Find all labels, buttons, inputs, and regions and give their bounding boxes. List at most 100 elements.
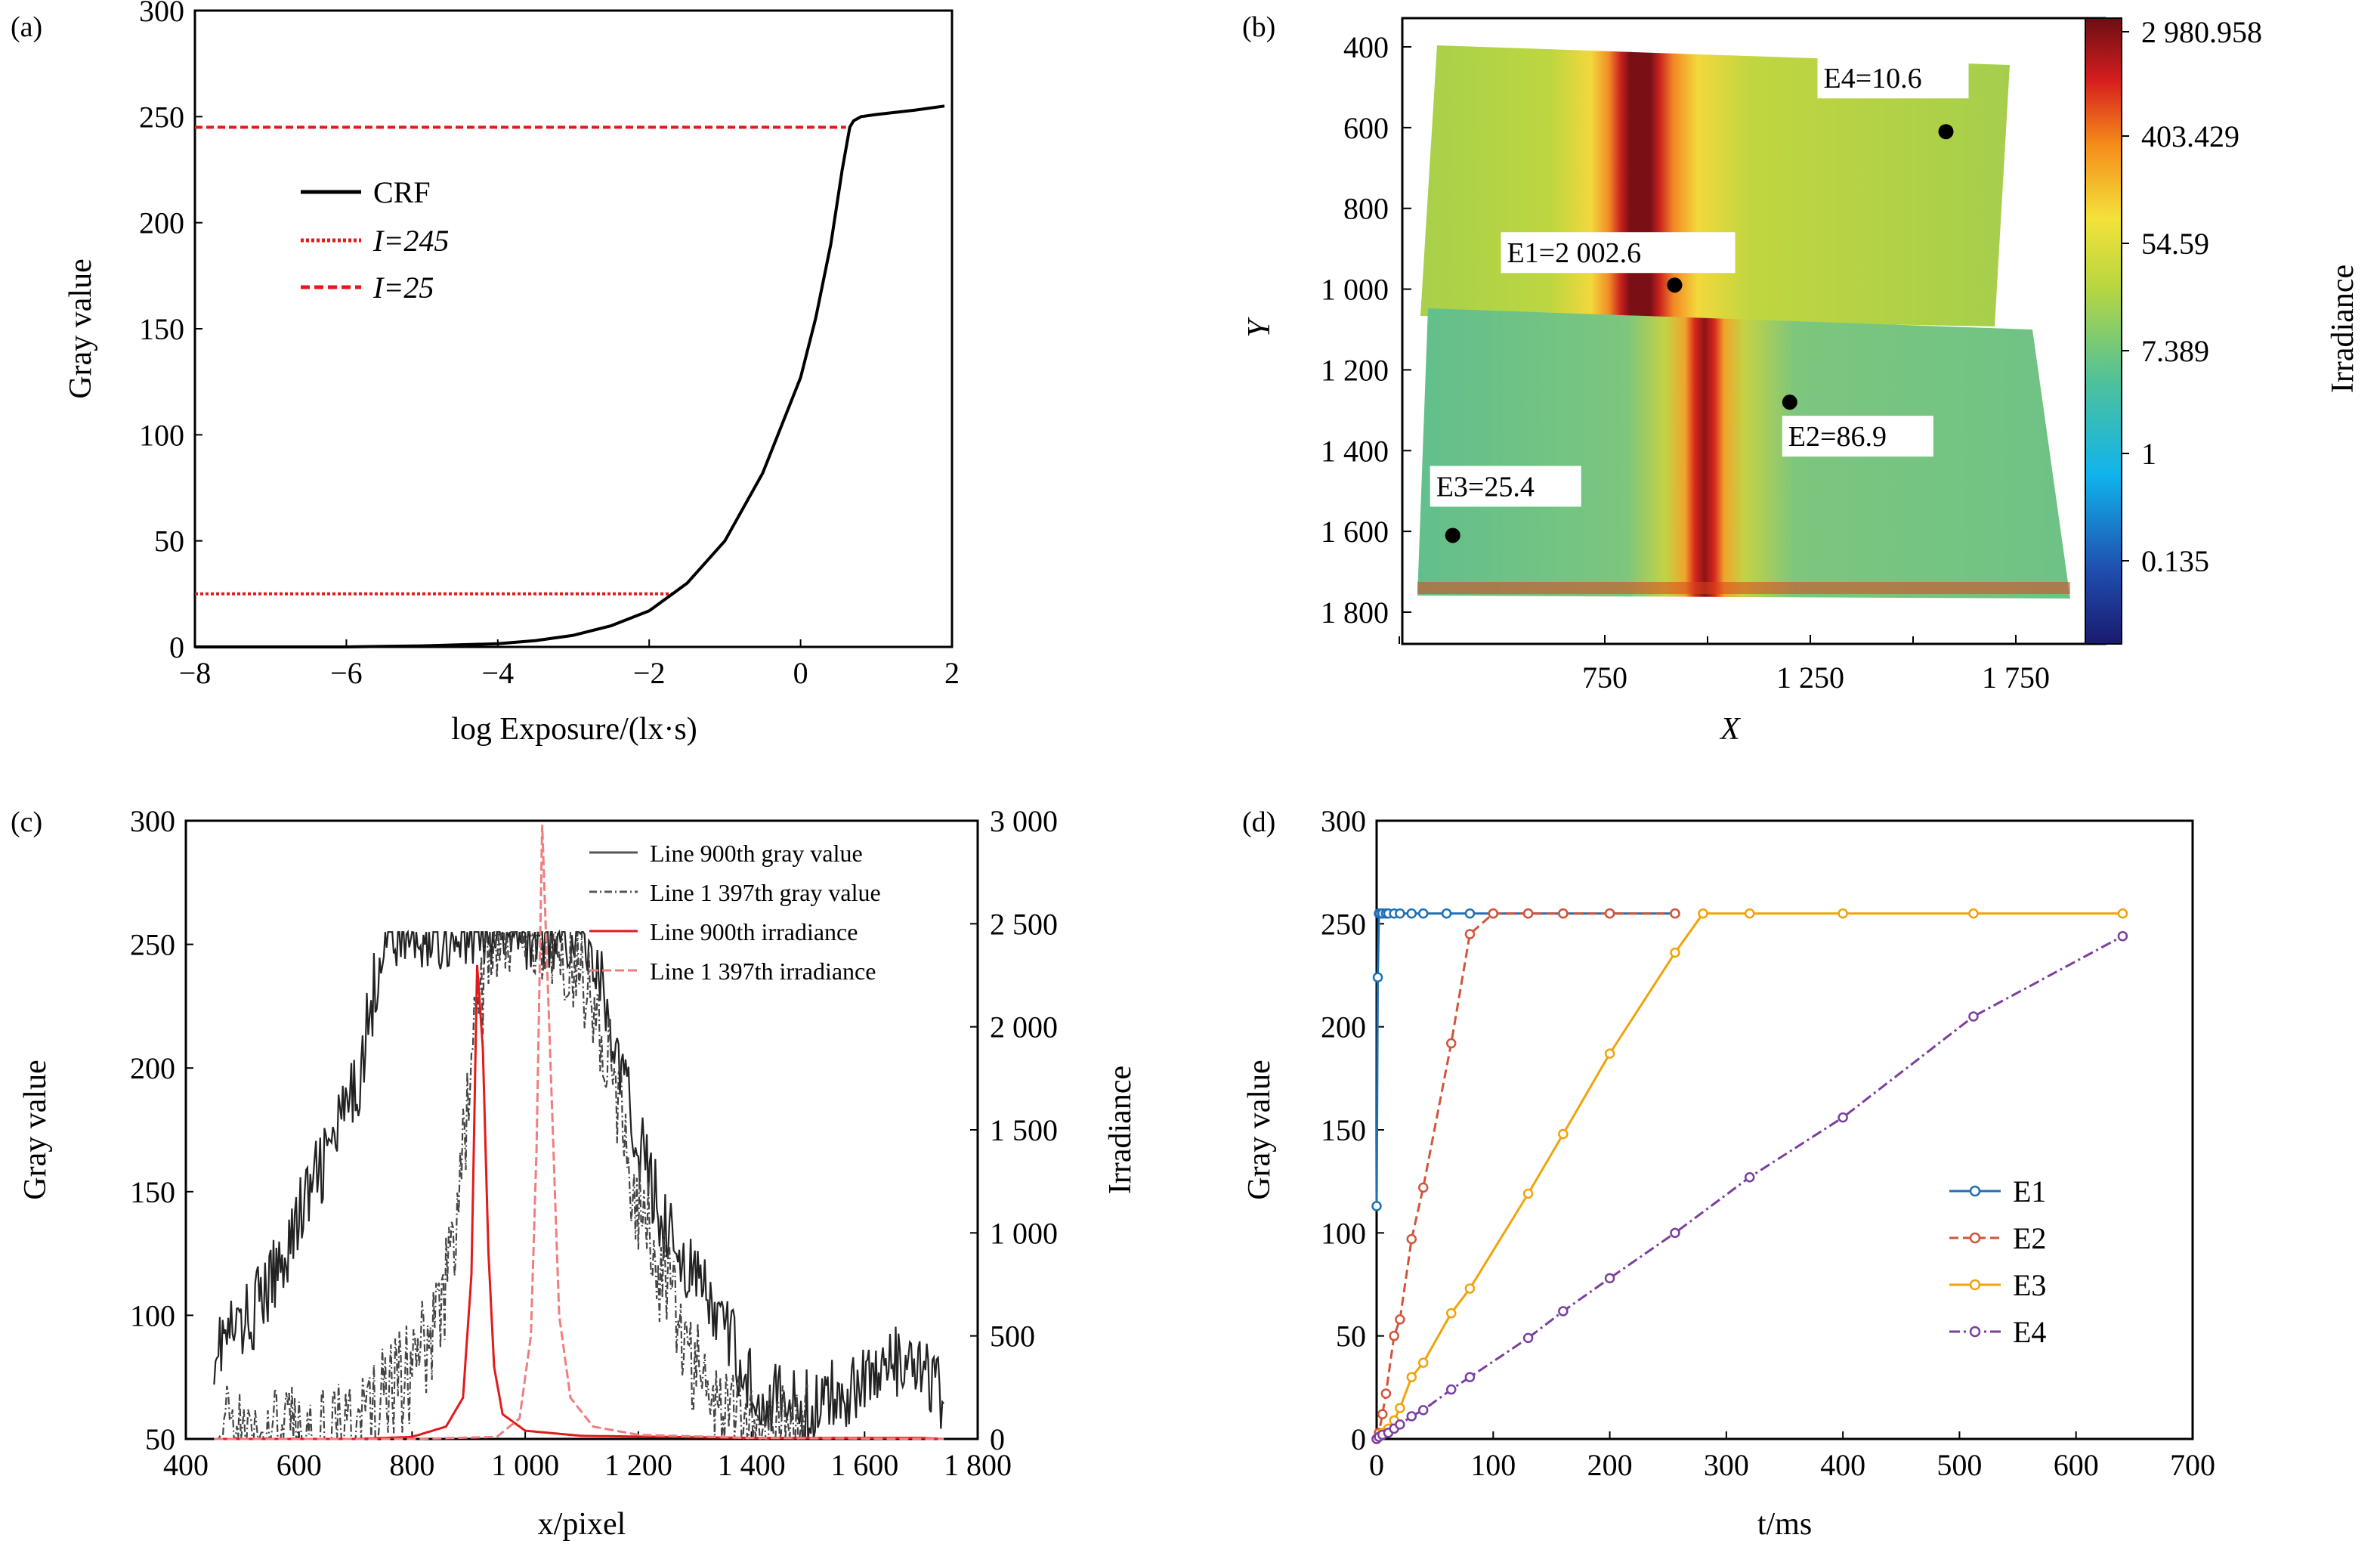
series-e4-point xyxy=(1395,1419,1405,1430)
series-e4-point xyxy=(1604,1273,1615,1284)
series-e3-point xyxy=(1522,1188,1534,1199)
panel-d-plot-area: 0 100 200 300 400 500 600 700 0 50 100 150 200 250 300 xyxy=(1321,804,2215,1482)
series-e2-point xyxy=(1558,908,1569,919)
series-e2-point xyxy=(1380,1388,1392,1399)
series-e4-point xyxy=(1670,1227,1680,1239)
legend-i245-label: I=245 xyxy=(372,224,449,258)
panel-b-ytick-label: 1 200 xyxy=(1321,353,1389,387)
colorbar-label: Irradiance xyxy=(2326,265,2360,393)
panel-d-ytick-label: 250 xyxy=(1321,907,1366,941)
legend-900-gray-label: Line 900th gray value xyxy=(650,840,863,867)
point-label: E1=2 002.6 xyxy=(1507,237,1641,269)
panel-d-xtick-label: 500 xyxy=(1936,1448,1982,1482)
panel-a-xtick-label: 2 xyxy=(944,656,960,690)
series-e2-point xyxy=(1389,1330,1399,1341)
point-label: E2=86.9 xyxy=(1788,421,1887,453)
panel-d-label: (d) xyxy=(1242,806,1275,838)
colorbar xyxy=(2085,17,2122,645)
series-e1-point xyxy=(1417,908,1429,919)
panel-d: (d) 0 100 200 300 400 500 600 700 0 50 100 150 200 25… xyxy=(1242,804,2215,1542)
series-e3-point xyxy=(1445,1307,1457,1319)
series-e4-point xyxy=(1968,1011,1979,1022)
panel-d-xtick-label: 200 xyxy=(1587,1448,1633,1482)
series-e1-point xyxy=(1441,908,1452,919)
panel-d-xtick-label: 300 xyxy=(1704,1448,1749,1482)
panel-d-ytick-label: 300 xyxy=(1321,804,1366,838)
panel-c-xtick-label: 600 xyxy=(277,1448,322,1482)
legend-e2-label: E2 xyxy=(2013,1221,2046,1255)
panel-c-y-axis-label: Gray value xyxy=(18,1060,53,1199)
measurement-point xyxy=(1782,395,1797,410)
colorbar-tick-label: 2 980.958 xyxy=(2141,15,2262,49)
panel-a: (a) −8 −6 −4 −2 0 2 0 50 100 150 200 250 300 log Exp… xyxy=(11,0,960,747)
series-e3-point xyxy=(1698,908,1708,919)
point-label-box xyxy=(1817,57,1969,99)
legend-1397-irr-label: Line 1 397th irradiance xyxy=(650,958,876,985)
legend-e4-marker xyxy=(1969,1326,1981,1338)
panel-b-plot-area: 750 1 250 1 750 400 600 800 1 000 1 200 1 400 1 6… xyxy=(1321,30,2119,695)
panel-c-axes-frame xyxy=(184,819,979,1440)
colorbar-tick-label: 403.429 xyxy=(2141,119,2239,153)
panel-d-xtick-label: 700 xyxy=(2170,1448,2215,1482)
panel-c-y2-axis-label: Irradiance xyxy=(1103,1066,1138,1194)
panel-c-ytick-label: 150 xyxy=(130,1175,175,1209)
panel-c-ytick-label: 50 xyxy=(145,1422,175,1456)
panel-c-ytick-label: 300 xyxy=(130,804,175,838)
series-e2-point xyxy=(1522,908,1534,919)
panel-c-right-ytick-label: 0 xyxy=(990,1422,1005,1456)
panel-d-xtick-label: 600 xyxy=(2054,1448,2099,1482)
panel-d-legend: E1 E2 E3 E4 xyxy=(1949,1174,2046,1349)
legend-e3-label: E3 xyxy=(2013,1268,2046,1302)
panel-b-x-axis-label: X xyxy=(1719,712,1742,747)
legend-900-irr-label: Line 900th irradiance xyxy=(650,918,858,945)
legend-e1-label: E1 xyxy=(2013,1174,2046,1208)
panel-c-ytick-label: 250 xyxy=(130,928,175,962)
colorbar-tick-label: 0.135 xyxy=(2141,544,2209,578)
colorbar-tick-label: 54.59 xyxy=(2141,227,2209,261)
series-e2-point xyxy=(1670,908,1680,919)
series-e3-point xyxy=(1395,1403,1405,1413)
panel-b-ytick-label: 1 600 xyxy=(1321,515,1389,549)
series-e3-point xyxy=(1417,1357,1429,1368)
series-e3-point xyxy=(1406,1372,1417,1382)
lower-plate-irradiance-map xyxy=(1417,308,2070,599)
series-e3-point xyxy=(1744,908,1755,919)
panel-a-ytick-label: 50 xyxy=(154,524,184,559)
series-line-1 xyxy=(213,930,944,1440)
panel-a-xtick-label: −6 xyxy=(330,656,363,690)
panel-c-label: (c) xyxy=(11,806,42,838)
panel-a-plot-area: −8 −6 −4 −2 0 2 0 50 100 150 200 250 300 xyxy=(139,0,960,690)
panel-a-ytick-label: 0 xyxy=(169,630,184,664)
panel-d-ytick-label: 150 xyxy=(1321,1113,1366,1147)
legend-crf-label: CRF xyxy=(373,175,431,209)
series-e3-point xyxy=(1604,1048,1615,1059)
panel-c-ytick-label: 200 xyxy=(130,1051,175,1085)
series-e2-point xyxy=(1445,1038,1457,1049)
panel-d-x-axis-label: t/ms xyxy=(1757,1507,1812,1542)
panel-a-ytick-label: 150 xyxy=(139,312,184,346)
panel-a-xtick-label: 0 xyxy=(793,656,808,690)
panel-a-xtick-label: −4 xyxy=(482,656,515,690)
panel-d-ytick-label: 0 xyxy=(1351,1422,1366,1456)
series-line-4 xyxy=(214,825,944,1440)
series-e3-point xyxy=(1670,947,1680,958)
panel-b-xtick-label: 1 750 xyxy=(1982,661,2050,695)
panel-a-ytick-label: 200 xyxy=(139,206,184,240)
panel-c-xtick-label: 1 600 xyxy=(830,1448,898,1482)
crf-curve xyxy=(195,104,945,648)
point-label-box xyxy=(1782,416,1933,457)
point-label: E3=25.4 xyxy=(1436,471,1535,503)
legend-1397-gray-label: Line 1 397th gray value xyxy=(650,879,881,906)
series-line-3 xyxy=(214,964,944,1440)
series-e2-point xyxy=(1377,1409,1388,1420)
panel-b: (b) 750 1 250 1 750 400 600 800 1 000 1 200 1 40… xyxy=(1242,11,2360,747)
legend-e2-marker xyxy=(1969,1232,1981,1244)
series-e2-point xyxy=(1406,1233,1417,1245)
series-e3-point xyxy=(1464,1283,1476,1294)
panel-d-xtick-label: 100 xyxy=(1470,1448,1516,1482)
panel-b-xtick-label: 1 250 xyxy=(1776,661,1844,695)
series-e4-point xyxy=(1558,1306,1569,1317)
colorbar-tick-label: 7.389 xyxy=(2141,334,2209,368)
series-e1-point xyxy=(1406,908,1417,919)
